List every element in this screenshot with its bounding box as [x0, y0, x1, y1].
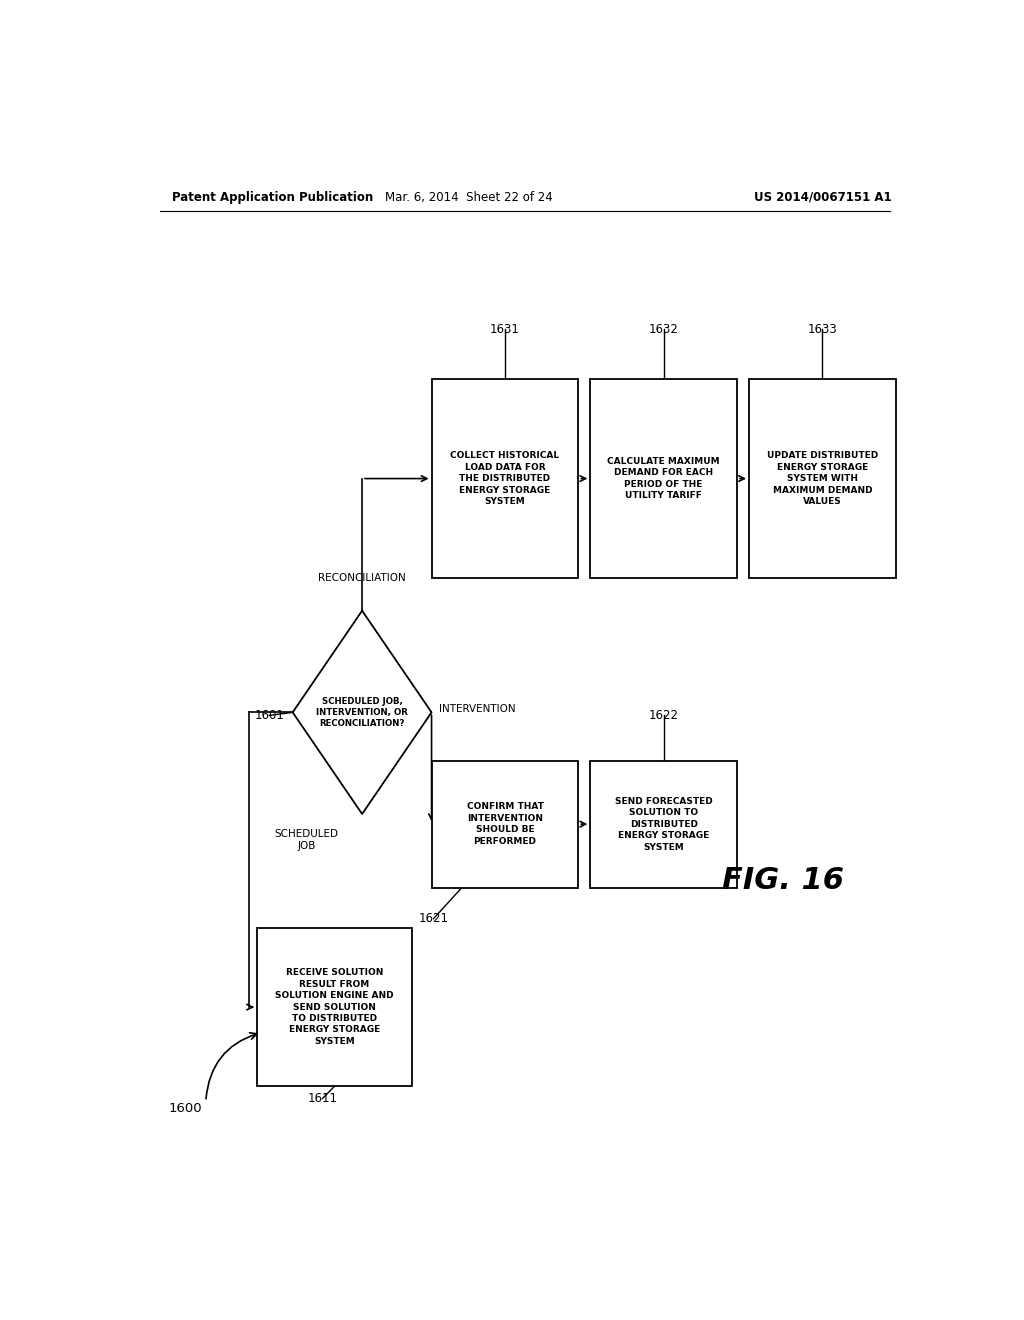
- Bar: [749, 379, 896, 578]
- Text: FIG. 16: FIG. 16: [722, 866, 844, 895]
- Text: 1632: 1632: [649, 322, 679, 335]
- Text: CALCULATE MAXIMUM
DEMAND FOR EACH
PERIOD OF THE
UTILITY TARIFF: CALCULATE MAXIMUM DEMAND FOR EACH PERIOD…: [607, 457, 720, 500]
- Text: 1622: 1622: [648, 709, 679, 722]
- Text: INTERVENTION: INTERVENTION: [439, 705, 516, 714]
- Bar: [431, 760, 579, 887]
- Text: Mar. 6, 2014  Sheet 22 of 24: Mar. 6, 2014 Sheet 22 of 24: [385, 190, 553, 203]
- Bar: [590, 379, 737, 578]
- Text: 1601: 1601: [254, 709, 285, 722]
- Bar: [431, 379, 579, 578]
- Bar: [257, 928, 412, 1086]
- Text: 1631: 1631: [490, 322, 520, 335]
- Text: COLLECT HISTORICAL
LOAD DATA FOR
THE DISTRIBUTED
ENERGY STORAGE
SYSTEM: COLLECT HISTORICAL LOAD DATA FOR THE DIS…: [451, 451, 559, 506]
- Text: RECEIVE SOLUTION
RESULT FROM
SOLUTION ENGINE AND
SEND SOLUTION
TO DISTRIBUTED
EN: RECEIVE SOLUTION RESULT FROM SOLUTION EN…: [275, 969, 393, 1045]
- Text: US 2014/0067151 A1: US 2014/0067151 A1: [754, 190, 891, 203]
- Text: 1611: 1611: [307, 1092, 338, 1105]
- Text: RECONCILIATION: RECONCILIATION: [318, 573, 406, 583]
- Text: 1600: 1600: [168, 1102, 202, 1115]
- Text: 1621: 1621: [419, 912, 449, 925]
- Text: UPDATE DISTRIBUTED
ENERGY STORAGE
SYSTEM WITH
MAXIMUM DEMAND
VALUES: UPDATE DISTRIBUTED ENERGY STORAGE SYSTEM…: [767, 451, 878, 506]
- Bar: [590, 760, 737, 887]
- Text: 1633: 1633: [808, 322, 838, 335]
- Text: SCHEDULED
JOB: SCHEDULED JOB: [274, 829, 339, 851]
- Text: Patent Application Publication: Patent Application Publication: [172, 190, 373, 203]
- Text: SCHEDULED JOB,
INTERVENTION, OR
RECONCILIATION?: SCHEDULED JOB, INTERVENTION, OR RECONCIL…: [316, 697, 408, 727]
- Text: CONFIRM THAT
INTERVENTION
SHOULD BE
PERFORMED: CONFIRM THAT INTERVENTION SHOULD BE PERF…: [467, 803, 544, 846]
- Text: SEND FORECASTED
SOLUTION TO
DISTRIBUTED
ENERGY STORAGE
SYSTEM: SEND FORECASTED SOLUTION TO DISTRIBUTED …: [614, 797, 713, 851]
